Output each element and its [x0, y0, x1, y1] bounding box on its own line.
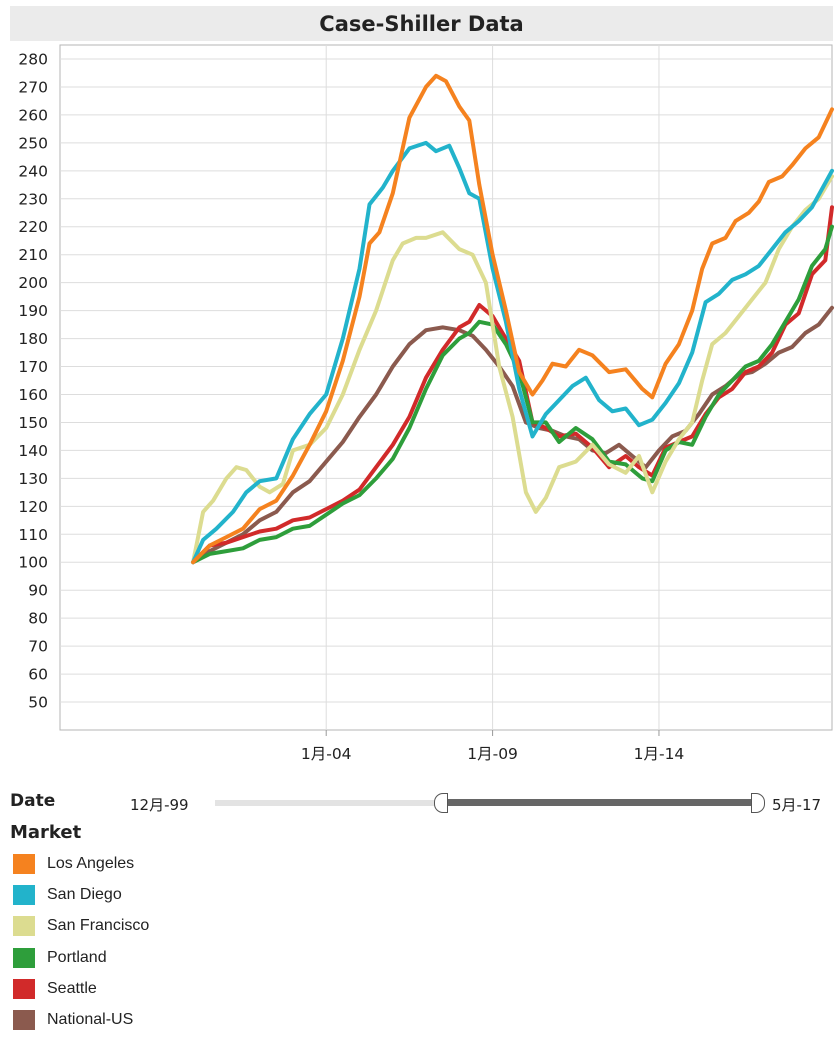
- legend-title: Market: [10, 822, 82, 843]
- y-tick-label: 120: [18, 498, 48, 516]
- y-tick-label: 140: [18, 442, 48, 460]
- plot-area: [59, 44, 833, 731]
- y-tick-label: 130: [18, 470, 48, 488]
- legend-label: National-US: [47, 1011, 134, 1029]
- legend-label: San Francisco: [47, 917, 150, 935]
- legend-item-san-francisco[interactable]: San Francisco: [10, 911, 149, 942]
- y-tick-label: 150: [18, 414, 48, 432]
- y-tick-label: 90: [28, 582, 48, 600]
- legend-swatch: [13, 947, 35, 968]
- y-tick-label: 50: [28, 694, 48, 712]
- series-line-portland[interactable]: [191, 224, 834, 565]
- y-tick-label: 250: [18, 134, 48, 152]
- y-tick-label: 210: [18, 246, 48, 264]
- y-tick-label: 100: [18, 554, 48, 572]
- legend-label: Portland: [47, 948, 107, 966]
- x-tick-label: 1月-04: [301, 745, 352, 763]
- chart-title-bar: Case-Shiller Data: [10, 6, 833, 41]
- line-chart[interactable]: 50 60 70 80 90 100 110 120 130 140 150 160 170 180 190…: [0, 41, 840, 781]
- y-tick-label: 270: [18, 78, 48, 96]
- legend-swatch: [13, 978, 35, 999]
- legend-swatch: [13, 884, 35, 905]
- date-slider-start-handle[interactable]: [434, 793, 448, 813]
- legend-label: Los Angeles: [47, 854, 135, 872]
- y-tick-label: 220: [18, 218, 48, 236]
- legend-label: San Diego: [47, 885, 122, 903]
- date-slider-range[interactable]: [440, 799, 757, 806]
- series-line-los-angeles[interactable]: [191, 73, 834, 565]
- legend-item-seattle[interactable]: Seattle: [10, 973, 149, 1004]
- date-end-value: 5月-17: [772, 796, 822, 814]
- x-tick-label: 1月-14: [634, 745, 685, 763]
- date-start-value: 12月-99: [130, 796, 189, 814]
- y-tick-label: 70: [28, 638, 48, 656]
- y-tick-label: 280: [18, 50, 48, 68]
- legend-item-los-angeles[interactable]: Los Angeles: [10, 848, 149, 879]
- y-tick-label: 240: [18, 162, 48, 180]
- legend-item-san-diego[interactable]: San Diego: [10, 879, 149, 910]
- x-tick-label: 1月-09: [467, 745, 518, 763]
- series-line-san-francisco[interactable]: [191, 174, 834, 565]
- legend-item-national-us[interactable]: National-US: [10, 1004, 149, 1035]
- date-filter: Date 12月-99 5月-17: [10, 790, 830, 818]
- legend-label: Seattle: [47, 979, 97, 997]
- legend-item-portland[interactable]: Portland: [10, 942, 149, 973]
- y-tick-label: 200: [18, 274, 48, 292]
- date-filter-label: Date: [10, 791, 56, 811]
- legend-swatch: [13, 916, 35, 937]
- y-tick-label: 60: [28, 666, 48, 684]
- legend: Los Angeles San Diego San Francisco Portlan…: [10, 848, 149, 1036]
- chart-title: Case-Shiller Data: [319, 11, 524, 36]
- date-slider-end-handle[interactable]: [751, 793, 765, 813]
- y-tick-label: 160: [18, 386, 48, 404]
- series-line-san-diego[interactable]: [191, 140, 834, 565]
- y-tick-label: 190: [18, 302, 48, 320]
- y-tick-label: 260: [18, 106, 48, 124]
- legend-swatch: [13, 1010, 35, 1031]
- legend-swatch: [13, 853, 35, 874]
- y-tick-label: 230: [18, 190, 48, 208]
- y-tick-label: 110: [18, 526, 48, 544]
- y-tick-label: 170: [18, 358, 48, 376]
- y-tick-label: 80: [28, 610, 48, 628]
- y-tick-label: 180: [18, 330, 48, 348]
